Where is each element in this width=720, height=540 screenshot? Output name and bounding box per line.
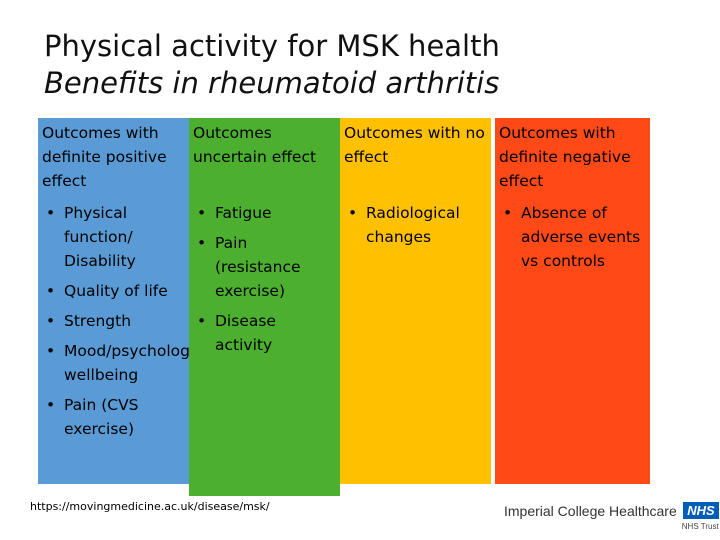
column-heading: Outcomes with definite negative effect <box>499 124 631 190</box>
list-item: Fatigue <box>193 201 336 225</box>
outcome-list: Fatigue Pain (resistance exercise) Disea… <box>193 201 336 357</box>
outcome-list: Physical function/ Disability Quality of… <box>42 201 217 441</box>
source-link[interactable]: https://movingmedicine.ac.uk/disease/msk… <box>30 500 270 513</box>
list-item: Pain (resistance exercise) <box>193 231 336 303</box>
logo-trust: NHS Trust <box>681 522 719 531</box>
list-item: Physical function/ Disability <box>42 201 185 273</box>
list-item: Radiological changes <box>344 201 487 249</box>
title-line-1: Physical activity for MSK health <box>44 29 500 63</box>
title-line-2: Benefits in rheumatoid arthritis <box>44 66 500 100</box>
list-item: Quality of life <box>42 279 185 303</box>
logo-name: Imperial College Healthcare <box>504 502 677 519</box>
column-no-effect: Outcomes with no effect Radiological cha… <box>340 118 491 484</box>
slide-title: Physical activity for MSK health Benefit… <box>44 28 664 102</box>
list-item: Pain (CVS exercise) <box>42 393 185 441</box>
outcome-list: Absence of adverse events vs controls <box>499 201 646 273</box>
column-heading: Outcomes with no effect <box>344 124 485 166</box>
column-heading: Outcomes with definite positive effect <box>42 124 167 190</box>
column-heading: Outcomes uncertain effect <box>193 124 317 166</box>
column-definite-negative: Outcomes with definite negative effect A… <box>495 118 650 484</box>
organisation-logo: Imperial College Healthcare NHS NHS Trus… <box>504 502 719 531</box>
column-uncertain: Outcomes uncertain effect Fatigue Pain (… <box>189 118 340 496</box>
list-item: Mood/psychological wellbeing <box>42 339 217 387</box>
list-item: Strength <box>42 309 185 333</box>
column-definite-positive: Outcomes with definite positive effect P… <box>38 118 217 484</box>
list-item: Disease activity <box>193 309 336 357</box>
outcome-list: Radiological changes <box>344 201 487 249</box>
list-item: Absence of adverse events vs controls <box>499 201 646 273</box>
nhs-badge: NHS <box>683 502 719 520</box>
